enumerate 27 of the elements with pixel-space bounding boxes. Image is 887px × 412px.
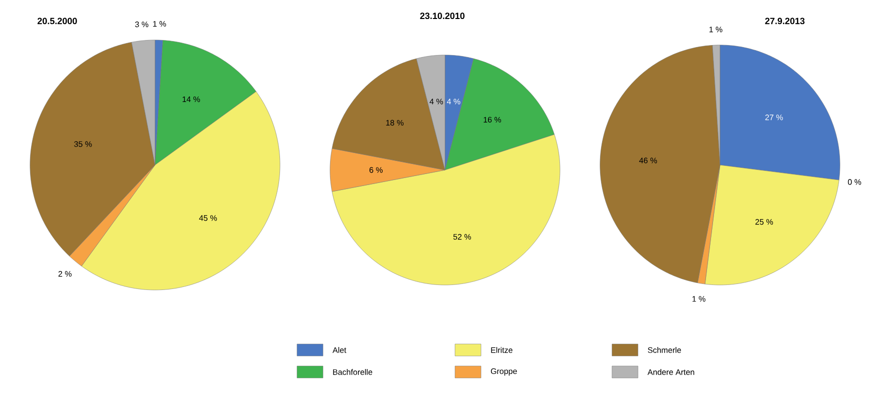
legend-label: Andere Arten xyxy=(648,369,694,375)
chart-title: 27.9.2013 xyxy=(765,18,805,24)
data-label: 6 % xyxy=(370,167,383,173)
text: 0 % xyxy=(848,179,862,185)
data-label: 4 % xyxy=(446,98,460,104)
data-label: 45 % xyxy=(199,215,217,221)
legend-label: Alet xyxy=(332,347,346,353)
chart-title: 23.10.2010 xyxy=(420,12,465,20)
data-label: 1 % xyxy=(153,21,166,27)
data-label: 27 % xyxy=(765,114,783,120)
data-label: 18 % xyxy=(386,120,404,126)
legend-label: Groppe xyxy=(490,368,517,376)
data-label: 2 % xyxy=(58,271,72,277)
data-label: 52 % xyxy=(453,234,471,240)
data-label: 14 % xyxy=(182,96,200,102)
legend-label: Bachforelle xyxy=(333,369,372,375)
data-label: 46 % xyxy=(639,158,657,164)
data-label: 16 % xyxy=(484,116,502,123)
legend-label: Elritze xyxy=(491,347,512,353)
data-label: 1 % xyxy=(692,296,706,302)
data-label: 1 % xyxy=(709,26,722,32)
data-label: 35 % xyxy=(74,141,92,147)
data-label: 3 % xyxy=(135,22,148,28)
data-label: 4 % xyxy=(430,98,443,104)
chart-title: 20.5.2000 xyxy=(38,18,77,24)
data-label: 25 % xyxy=(755,219,773,225)
legend-label: Schmerle xyxy=(648,347,681,353)
